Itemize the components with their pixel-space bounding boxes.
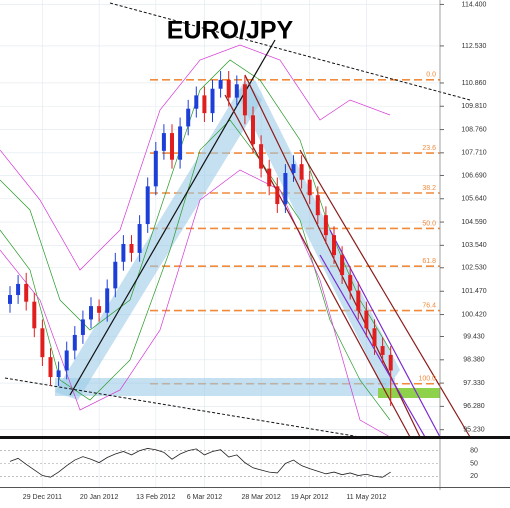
candle-body bbox=[145, 186, 150, 225]
candle-body bbox=[372, 328, 377, 347]
candle-body bbox=[121, 244, 126, 262]
candle-body bbox=[291, 164, 296, 174]
candle-body bbox=[97, 306, 102, 313]
fib-label: 38.2 bbox=[422, 185, 436, 192]
band-line bbox=[0, 44, 391, 271]
y-tick-label: 109.810 bbox=[461, 103, 486, 110]
candle-body bbox=[24, 283, 29, 302]
candle-body bbox=[218, 79, 223, 89]
support-highlight bbox=[55, 378, 395, 396]
candle-body bbox=[242, 84, 247, 116]
pane-separator bbox=[0, 487, 510, 488]
channel-line bbox=[224, 94, 411, 438]
candle-body bbox=[234, 84, 239, 98]
fib-label: 76.4 bbox=[422, 302, 436, 309]
pane-separator bbox=[0, 436, 510, 439]
candles bbox=[8, 70, 393, 406]
candle-body bbox=[275, 186, 280, 205]
candle-body bbox=[32, 301, 37, 329]
candle-body bbox=[299, 164, 304, 180]
candle-body bbox=[137, 224, 142, 253]
x-tick-label: 19 Apr 2012 bbox=[291, 494, 329, 501]
y-tick-label: 105.640 bbox=[461, 196, 486, 203]
candle-body bbox=[259, 144, 264, 169]
candle-body bbox=[388, 354, 393, 371]
y-tick-label: 100.420 bbox=[461, 311, 486, 318]
candle-body bbox=[56, 370, 61, 378]
candle-body bbox=[178, 126, 183, 160]
x-tick-label: 28 Mar 2012 bbox=[241, 494, 280, 501]
band-line bbox=[0, 119, 391, 421]
channel-line bbox=[329, 229, 441, 438]
candle-body bbox=[364, 310, 369, 329]
x-tick-label: 13 Feb 2012 bbox=[136, 494, 175, 501]
candle-body bbox=[267, 168, 272, 187]
candle-body bbox=[161, 133, 166, 151]
y-tick-label: 103.540 bbox=[461, 242, 486, 249]
candle-body bbox=[16, 283, 21, 296]
oscillator-line bbox=[9, 448, 391, 478]
candle-body bbox=[356, 290, 361, 311]
candle-body bbox=[315, 195, 320, 216]
candle-body bbox=[283, 173, 288, 205]
x-tick-label: 20 Jan 2012 bbox=[80, 494, 119, 501]
candle-body bbox=[202, 95, 207, 114]
trendline bbox=[69, 39, 276, 396]
y-tick-label: 114.400 bbox=[462, 1, 487, 8]
y-tick-label: 112.530 bbox=[462, 43, 487, 50]
y-tick-label: 101.470 bbox=[461, 288, 486, 295]
candle-body bbox=[113, 261, 118, 289]
candle-body bbox=[170, 133, 174, 160]
y-tick-label: 110.860 bbox=[462, 80, 487, 87]
y-tick-label: 104.590 bbox=[461, 219, 486, 226]
candle-body bbox=[186, 108, 191, 127]
candle-body bbox=[323, 215, 328, 236]
y-tick-label: 107.710 bbox=[461, 150, 486, 157]
y-tick-label: 20 bbox=[470, 473, 478, 480]
y-tick-label: 80 bbox=[470, 447, 478, 454]
candle-body bbox=[210, 88, 215, 114]
fib-label: 61.8 bbox=[422, 258, 436, 265]
x-tick-label: 11 May 2012 bbox=[346, 494, 386, 501]
y-tick-label: 98.380 bbox=[463, 357, 485, 364]
y-tick-label: 106.690 bbox=[461, 172, 486, 179]
candle-body bbox=[48, 357, 53, 378]
x-tick-label: 29 Dec 2011 bbox=[23, 494, 62, 501]
candle-body bbox=[72, 334, 77, 351]
candle-body bbox=[226, 79, 231, 98]
candle-body bbox=[194, 95, 199, 109]
target-zone bbox=[378, 388, 440, 398]
trendline bbox=[109, 2, 471, 101]
y-tick-label: 102.530 bbox=[461, 265, 486, 272]
y-tick-label: 95.230 bbox=[463, 427, 485, 434]
candle-body bbox=[340, 255, 345, 276]
fib-label: 23.6 bbox=[422, 145, 436, 152]
y-tick-label: 99.430 bbox=[463, 333, 485, 340]
channel-line bbox=[299, 149, 471, 438]
candle-body bbox=[8, 295, 12, 304]
fib-label: 100.0 bbox=[418, 376, 436, 383]
candle-body bbox=[380, 346, 385, 355]
candle-body bbox=[80, 319, 85, 335]
candle-body bbox=[105, 288, 110, 313]
candle-body bbox=[64, 350, 69, 371]
downtrend-highlight bbox=[236, 80, 400, 392]
candle-body bbox=[251, 115, 255, 145]
fib-label: 0.0 bbox=[426, 72, 436, 79]
candle-body bbox=[348, 275, 353, 291]
candle-body bbox=[307, 179, 312, 196]
candle-body bbox=[332, 235, 336, 256]
y-tick-label: 97.330 bbox=[463, 380, 485, 387]
candle-body bbox=[89, 306, 93, 320]
candle-body bbox=[129, 244, 134, 253]
chart-title: EURO/JPY bbox=[167, 17, 294, 45]
y-tick-label: 96.280 bbox=[463, 403, 485, 410]
candle-body bbox=[40, 328, 45, 358]
candle-body bbox=[153, 150, 158, 187]
x-tick-label: 6 Mar 2012 bbox=[187, 494, 223, 501]
y-tick-label: 108.760 bbox=[461, 126, 486, 133]
fib-label: 50.0 bbox=[422, 220, 436, 227]
y-tick-label: 50 bbox=[470, 460, 478, 467]
